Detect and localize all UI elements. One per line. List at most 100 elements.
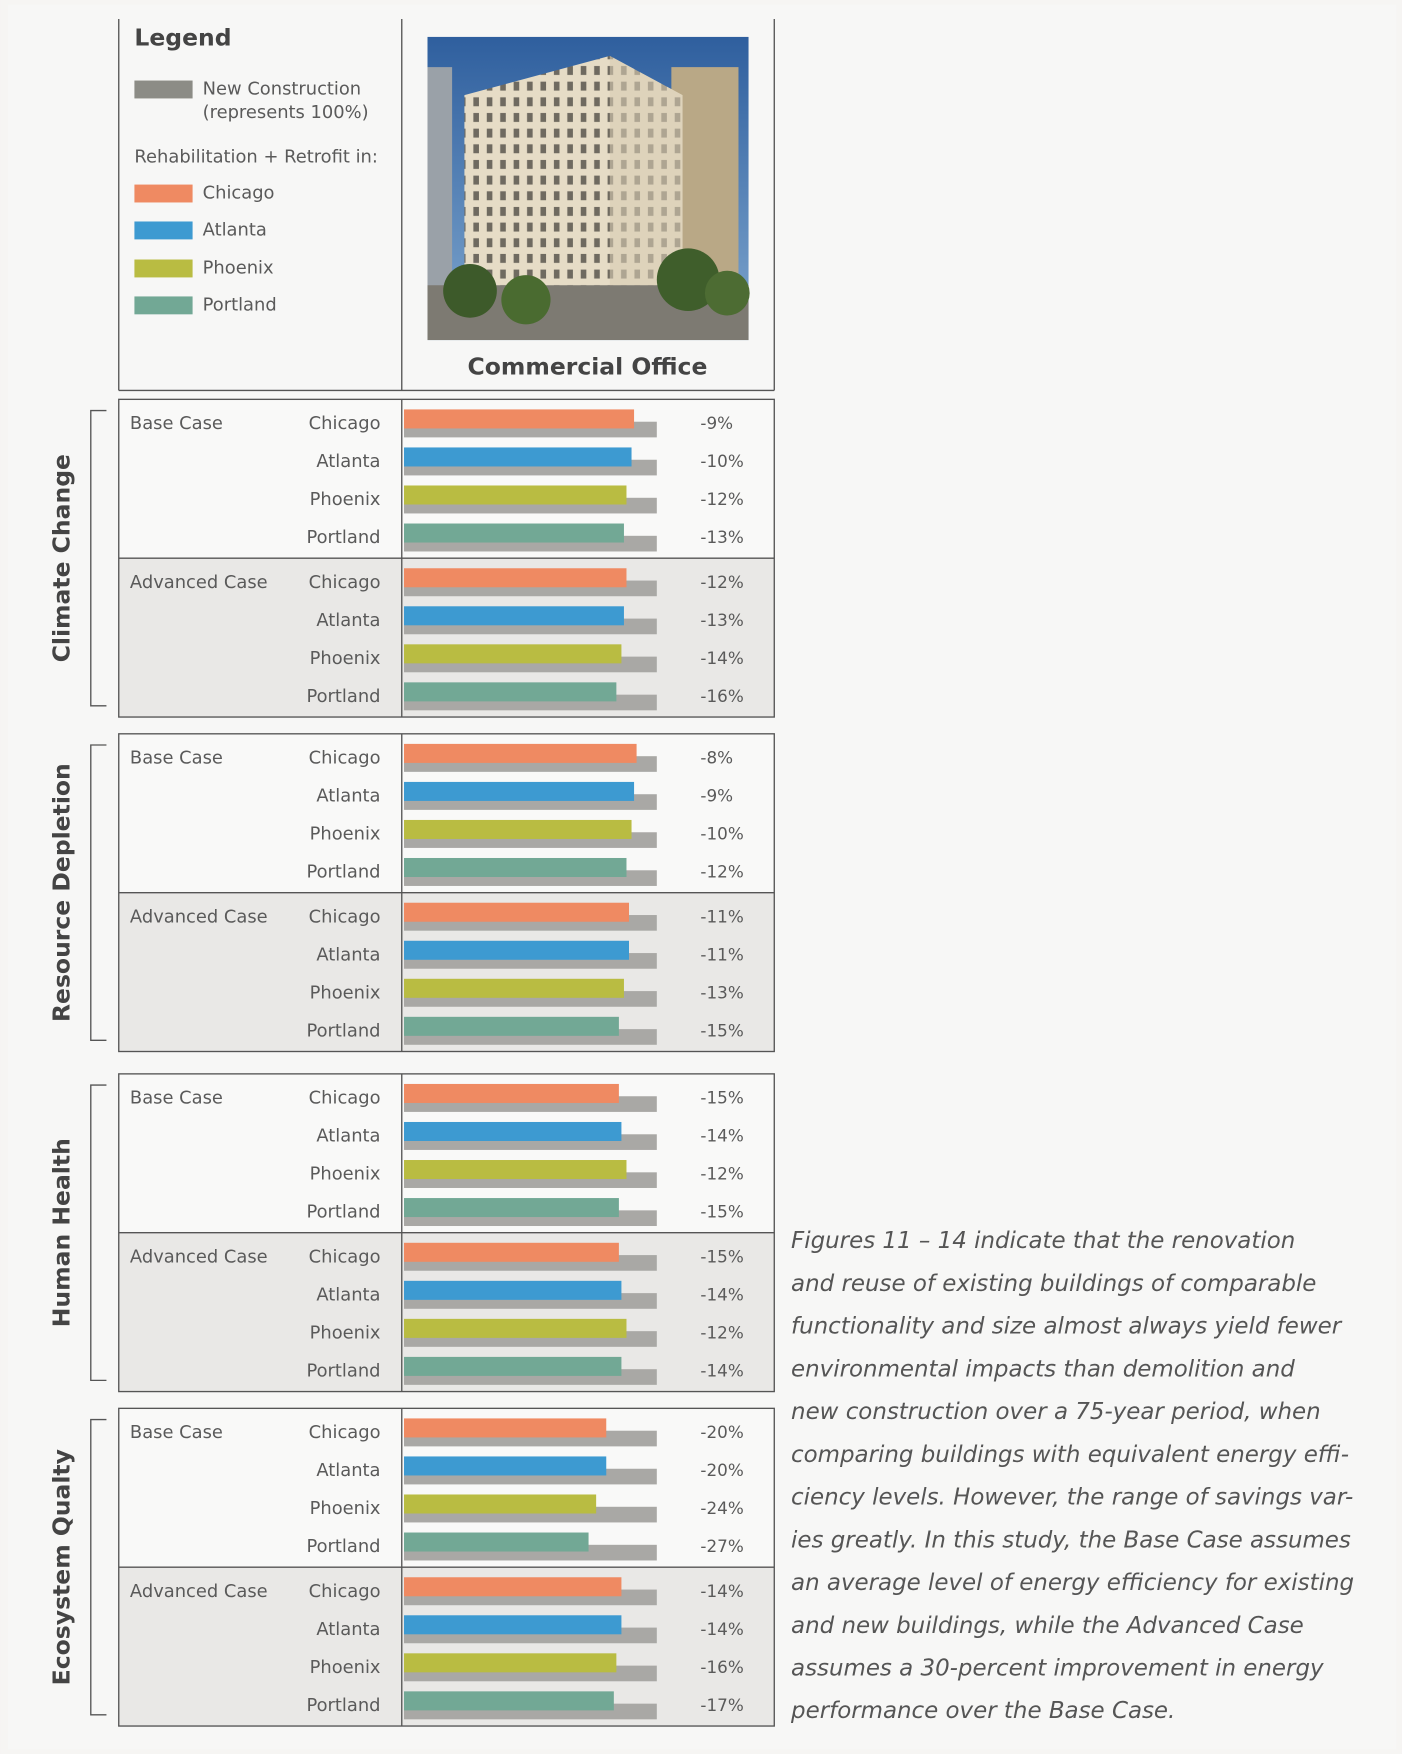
bar (404, 1121, 622, 1141)
value-label: -11% (700, 906, 743, 926)
city-label: Atlanta (316, 1126, 380, 1147)
legend-label: Portland (203, 294, 277, 315)
group-label: Base Case (130, 747, 223, 768)
paragraph-line: performance over the Base Case. (790, 1698, 1175, 1724)
bar (404, 1615, 622, 1635)
value-label: -14% (700, 1581, 743, 1601)
paragraph-line: and new buildings, while the Advanced Ca… (791, 1613, 1304, 1639)
city-label: Atlanta (316, 1284, 380, 1305)
value-label: -15% (700, 1246, 743, 1266)
value-label: -14% (700, 1126, 743, 1146)
bar (404, 743, 637, 763)
city-label: Chicago (309, 413, 381, 434)
city-label: Phoenix (310, 489, 381, 510)
bar (404, 485, 627, 505)
city-label: Portland (306, 862, 380, 883)
city-label: Atlanta (316, 610, 380, 631)
bar (404, 1577, 622, 1597)
bar (404, 1280, 622, 1300)
group-label: Base Case (130, 1087, 223, 1108)
value-label: -10% (700, 823, 743, 843)
bar (404, 1494, 597, 1514)
value-label: -9% (700, 785, 733, 805)
city-label: Atlanta (316, 451, 380, 472)
section-title: Human Health (47, 1138, 75, 1327)
group-label: Base Case (130, 413, 223, 434)
value-label: -14% (700, 1360, 743, 1380)
bracket (90, 744, 107, 1041)
legend-frame (118, 19, 775, 392)
bar (404, 523, 624, 543)
bar (404, 644, 622, 664)
section-title: Resource Depletion (47, 763, 75, 1022)
paragraph-line: and reuse of existing buildings of compa… (791, 1271, 1316, 1297)
group-label: Advanced Case (130, 1581, 268, 1602)
bar (404, 819, 632, 839)
city-label: Chicago (309, 1246, 381, 1267)
bar (404, 568, 627, 588)
bracket (90, 409, 107, 707)
city-label: Phoenix (310, 1322, 381, 1343)
figure-caption: Commercial Office (468, 353, 708, 381)
city-label: Phoenix (310, 1657, 381, 1678)
bar (404, 902, 630, 922)
city-label: Phoenix (310, 1164, 381, 1185)
city-label: Phoenix (310, 982, 381, 1003)
value-label: -12% (700, 572, 743, 592)
bar (404, 1242, 619, 1262)
city-label: Chicago (309, 572, 381, 593)
city-label: Chicago (309, 906, 381, 927)
bar (404, 1160, 627, 1180)
paragraph-line: an average level of energy efficiency fo… (791, 1570, 1354, 1596)
bar (404, 447, 632, 467)
city-label: Atlanta (316, 1460, 380, 1481)
legend-swatch (134, 296, 193, 315)
city-label: Chicago (309, 747, 381, 768)
legend-label: Phoenix (203, 257, 274, 278)
legend-swatch (134, 80, 193, 99)
bar (404, 1532, 589, 1552)
bar (404, 409, 635, 429)
bar (404, 1198, 619, 1218)
city-label: Phoenix (310, 648, 381, 669)
legend-label: New Construction (203, 78, 361, 99)
bar (404, 781, 635, 801)
value-label: -12% (700, 1164, 743, 1184)
legend-label: Atlanta (203, 219, 267, 240)
paragraph: Figures 11 – 14 indicate that the renova… (790, 1228, 1354, 1724)
value-label: -14% (700, 1284, 743, 1304)
city-label: Atlanta (316, 785, 380, 806)
value-label: -15% (700, 1202, 743, 1222)
bar (404, 1691, 614, 1711)
bar (404, 1083, 619, 1103)
city-label: Phoenix (310, 1498, 381, 1519)
value-label: -20% (700, 1422, 743, 1442)
value-label: -24% (700, 1498, 743, 1518)
bracket (90, 1084, 107, 1382)
value-label: -20% (700, 1460, 743, 1480)
bar (404, 978, 624, 998)
paragraph-line: ciency levels. However, the range of sav… (791, 1485, 1353, 1511)
bar (404, 857, 627, 877)
value-label: -9% (700, 413, 733, 433)
bar (404, 606, 624, 626)
bar (404, 1016, 619, 1036)
city-label: Chicago (309, 1087, 381, 1108)
city-label: Atlanta (316, 944, 380, 965)
value-label: -10% (700, 451, 743, 471)
bar (404, 1456, 607, 1476)
value-label: -11% (700, 944, 743, 964)
section-title: Climate Change (47, 454, 75, 662)
value-label: -15% (700, 1087, 743, 1107)
value-label: -15% (700, 1020, 743, 1040)
legend-swatch (134, 221, 193, 240)
legend-swatch (134, 184, 193, 203)
city-label: Phoenix (310, 823, 381, 844)
legend-swatch (134, 259, 193, 278)
photo (427, 36, 750, 341)
value-label: -12% (700, 862, 743, 882)
city-label: Portland (306, 686, 380, 707)
bar (404, 940, 630, 960)
value-label: -8% (700, 747, 733, 767)
legend-label: (represents 100%) (203, 102, 369, 123)
